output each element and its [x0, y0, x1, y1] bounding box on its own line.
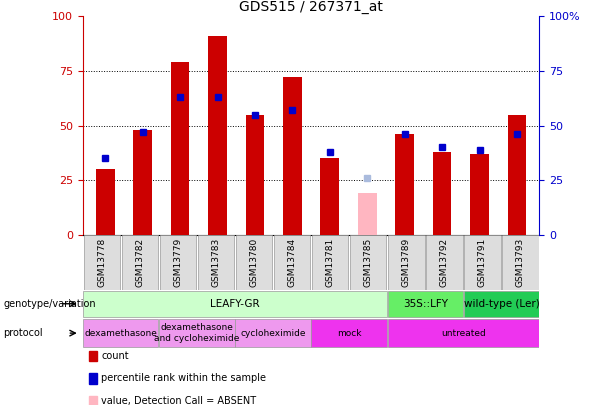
Bar — [321, 158, 339, 235]
Bar — [83, 235, 120, 290]
Text: GSM13791: GSM13791 — [478, 238, 487, 287]
Bar — [433, 152, 451, 235]
Text: GSM13779: GSM13779 — [173, 238, 183, 287]
Bar — [311, 320, 387, 347]
Bar — [89, 373, 97, 384]
Bar — [426, 235, 463, 290]
Bar — [235, 320, 311, 347]
Bar — [463, 291, 539, 317]
Text: GSM13793: GSM13793 — [516, 238, 525, 287]
Bar — [159, 320, 235, 347]
Bar — [197, 235, 234, 290]
Text: dexamethasone: dexamethasone — [85, 328, 158, 338]
Text: GSM13784: GSM13784 — [287, 238, 297, 287]
Bar — [83, 291, 387, 317]
Text: protocol: protocol — [3, 328, 43, 338]
Text: value, Detection Call = ABSENT: value, Detection Call = ABSENT — [101, 396, 256, 405]
Text: GSM13783: GSM13783 — [211, 238, 221, 287]
Bar — [395, 134, 414, 235]
Bar — [387, 320, 539, 347]
Text: percentile rank within the sample: percentile rank within the sample — [101, 373, 266, 383]
Bar — [350, 235, 386, 290]
Bar — [283, 77, 302, 235]
Bar — [358, 193, 376, 235]
Text: mock: mock — [337, 328, 362, 338]
Bar — [171, 62, 189, 235]
Text: 35S::LFY: 35S::LFY — [403, 299, 447, 309]
Text: GSM13789: GSM13789 — [402, 238, 411, 287]
Bar — [236, 235, 272, 290]
Text: count: count — [101, 351, 129, 361]
Text: GSM13778: GSM13778 — [97, 238, 106, 287]
Text: dexamethasone
and cycloheximide: dexamethasone and cycloheximide — [154, 324, 240, 343]
Text: wild-type (Ler): wild-type (Ler) — [463, 299, 539, 309]
Text: GSM13780: GSM13780 — [249, 238, 259, 287]
Bar — [387, 291, 463, 317]
Text: LEAFY-GR: LEAFY-GR — [210, 299, 260, 309]
Bar — [502, 235, 539, 290]
Text: GSM13785: GSM13785 — [364, 238, 373, 287]
Bar — [508, 115, 527, 235]
Bar — [464, 235, 501, 290]
Text: GSM13792: GSM13792 — [440, 238, 449, 287]
Text: genotype/variation: genotype/variation — [3, 299, 96, 309]
Bar — [388, 235, 425, 290]
Bar — [96, 169, 115, 235]
Bar — [312, 235, 348, 290]
Text: GSM13782: GSM13782 — [135, 238, 144, 287]
Bar — [274, 235, 310, 290]
Text: GSM13781: GSM13781 — [326, 238, 335, 287]
Text: untreated: untreated — [441, 328, 485, 338]
Text: cycloheximide: cycloheximide — [240, 328, 306, 338]
Bar — [159, 235, 196, 290]
Bar — [121, 235, 158, 290]
Bar — [246, 115, 264, 235]
Bar — [208, 36, 227, 235]
Bar — [470, 154, 489, 235]
Title: GDS515 / 267371_at: GDS515 / 267371_at — [239, 0, 383, 14]
Bar — [133, 130, 152, 235]
Bar — [89, 351, 97, 361]
Bar — [89, 396, 97, 405]
Bar — [83, 320, 159, 347]
